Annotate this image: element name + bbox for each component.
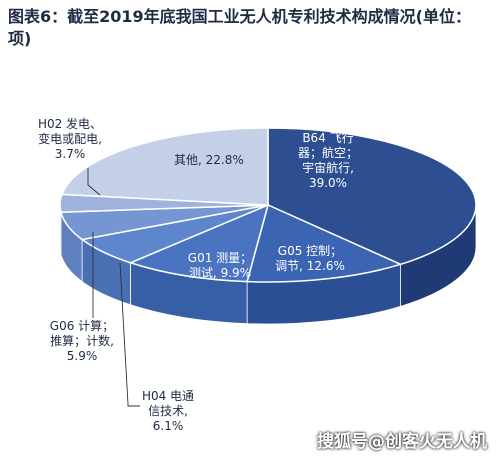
pie-slice-1 <box>267 127 477 266</box>
slice-label-6: H02 发电、变电或配电, 3.7% <box>38 116 102 161</box>
chart-title: 图表6：截至2019年底我国工业无人机专利技术构成情况(单位：项) <box>8 7 471 48</box>
pie-slice-7 <box>60 127 269 206</box>
leader-lines <box>87 168 140 407</box>
pie-tops <box>59 127 477 283</box>
slice-label-7: 其他, 22.8% <box>174 153 244 167</box>
slice-labels: B64 飞行器；航空；宇宙航行, 39.0% G05 控制；调节, 12.6% G01… <box>38 116 358 433</box>
watermark-text: 搜狐号@创客火无人机 <box>317 432 487 452</box>
pie-slice-3 <box>128 203 270 283</box>
leader-line-4 <box>119 262 140 407</box>
slice-label-2: G05 控制；调节, 12.6% <box>275 244 345 273</box>
slice-label-4: H04 电通信技术, 6.1% <box>142 389 194 433</box>
slice-label-5: G06 计算；推算；计数, 5.9% <box>50 318 114 363</box>
slice-label-3: G01 测量；测试, 9.9% <box>188 251 252 280</box>
slice-label-1: B64 飞行器；航空；宇宙航行, 39.0% <box>298 131 358 190</box>
pie-slice-2 <box>246 203 403 283</box>
leader-line-6 <box>87 168 101 196</box>
